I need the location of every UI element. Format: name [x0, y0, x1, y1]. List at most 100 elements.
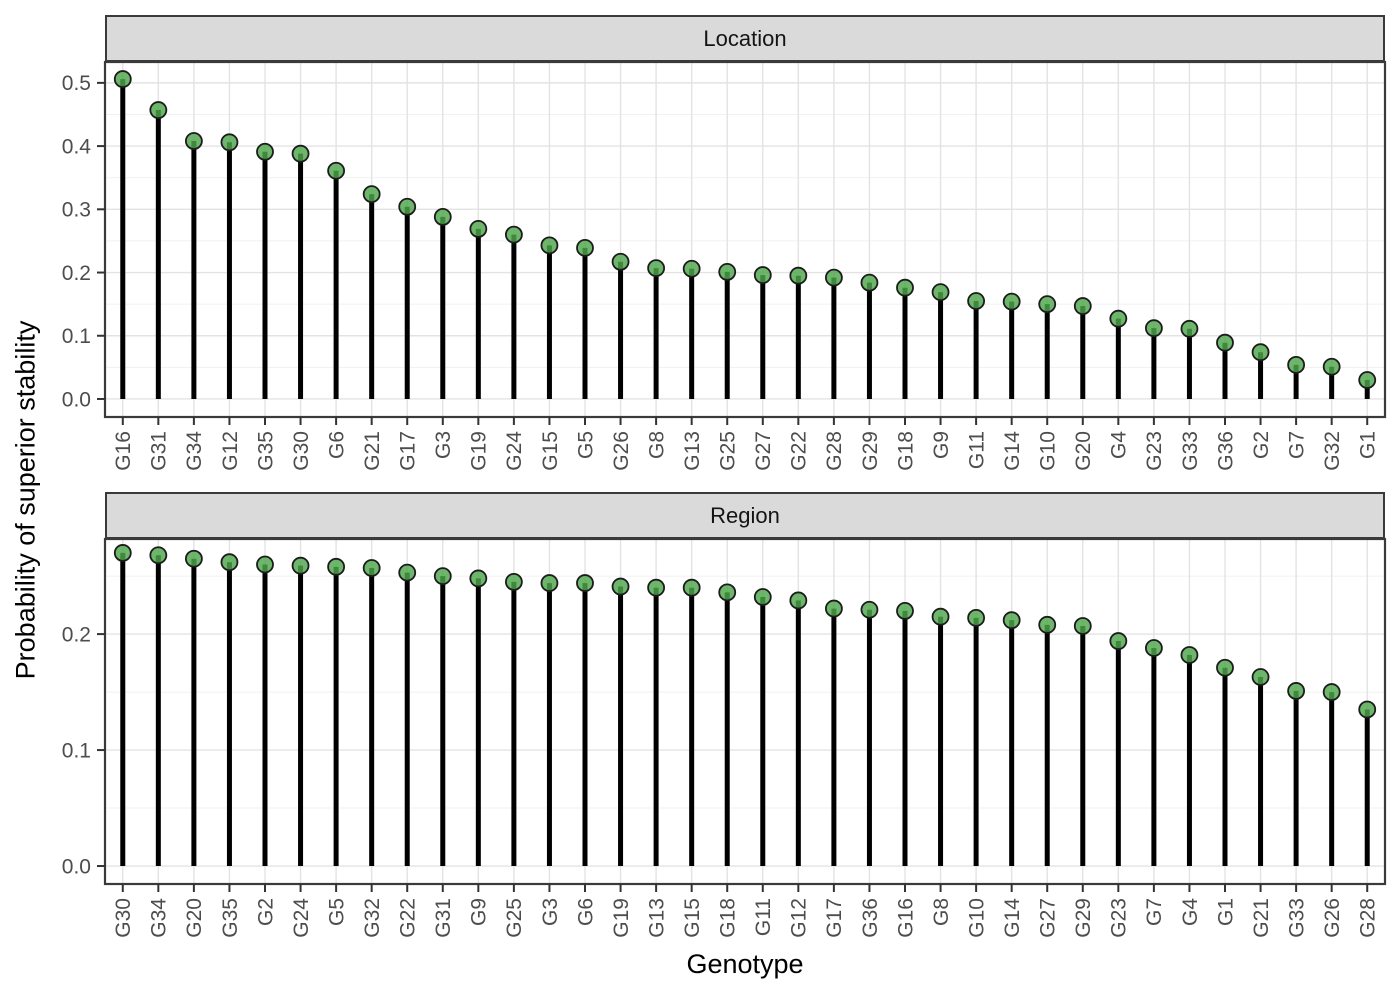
lollipop-marker	[1322, 357, 1341, 376]
lollipop-marker	[184, 132, 203, 150]
lollipop-marker	[433, 207, 452, 226]
x-tick-label: G36	[1214, 431, 1237, 471]
x-tick-label: G19	[610, 898, 633, 938]
x-tick-label: G24	[503, 431, 526, 471]
x-tick-label: G7	[1143, 898, 1166, 926]
lollipop-marker	[611, 577, 630, 596]
x-tick-label: G34	[183, 431, 206, 471]
x-tick-label: G13	[645, 898, 668, 938]
x-tick-label: G32	[1321, 431, 1344, 471]
x-tick-label: G9	[468, 898, 491, 926]
x-tick-label: G4	[1108, 431, 1131, 459]
panel-location: 0.0 0.1 0.2 0.3 0.4 0.5 G16 G31 G34 G12 G35 G30 G6 G2…	[62, 60, 1387, 471]
x-tick-label: G11	[965, 431, 988, 469]
x-tick-label: G22	[397, 898, 420, 938]
lollipop-marker	[824, 268, 843, 287]
lollipop-marker	[1180, 646, 1199, 664]
lollipop-marker	[504, 225, 523, 244]
lollipop-marker	[184, 549, 203, 568]
x-tick-label: G8	[645, 431, 668, 459]
panel-background	[105, 539, 1385, 884]
lollipop-marker	[1002, 292, 1021, 311]
x-tick-label: G1	[1357, 431, 1380, 459]
x-tick-label: G5	[574, 431, 597, 459]
lollipop-marker	[1287, 682, 1306, 700]
x-tick-label: G23	[1143, 431, 1166, 471]
lollipop-marker	[1002, 611, 1021, 630]
x-tick-label: G26	[610, 431, 633, 471]
x-tick-label: G17	[823, 898, 846, 938]
lollipop-marker	[860, 273, 879, 292]
x-tick-label: G5	[325, 898, 348, 926]
lollipop-marker	[718, 263, 737, 281]
x-tick-label: G3	[432, 431, 455, 459]
x-tick-label: G12	[219, 431, 242, 471]
x-tick-label: G23	[1108, 898, 1131, 938]
x-tick-label: G6	[574, 898, 597, 926]
lollipop-marker	[469, 220, 488, 238]
x-tick-label: G27	[1037, 898, 1060, 938]
x-tick-label: G30	[290, 431, 313, 471]
lollipop-marker	[576, 238, 594, 257]
x-tick-label: G28	[823, 431, 846, 471]
x-tick-label: G18	[717, 898, 740, 938]
facet-strip-label: Location	[703, 25, 787, 51]
x-tick-label: G2	[1250, 431, 1273, 459]
panel-background	[105, 62, 1385, 417]
x-tick-label: G10	[965, 898, 988, 938]
lollipop-marker	[789, 266, 808, 285]
x-tick-label: G21	[1250, 898, 1273, 938]
x-tick-label: G28	[1357, 898, 1380, 938]
lollipop-marker	[753, 588, 772, 606]
lollipop-marker	[931, 607, 950, 626]
x-tick-label: G4	[1179, 898, 1202, 926]
lollipop-marker	[576, 574, 594, 592]
lollipop-marker	[611, 252, 630, 271]
x-tick-label: G29	[859, 431, 882, 471]
x-tick-label: G22	[788, 431, 811, 471]
lollipop-marker	[362, 185, 381, 204]
lollipop-marker	[113, 544, 132, 562]
lollipop-marker	[1358, 371, 1377, 389]
lollipop-marker	[824, 599, 843, 618]
y-tick-label: 0.4	[62, 135, 92, 158]
x-axis-title: Genotype	[686, 949, 804, 979]
lollipop-marker	[896, 278, 914, 297]
lollipop-marker	[1038, 615, 1057, 634]
x-tick-label: G34	[148, 898, 171, 938]
lollipop-marker	[1144, 319, 1163, 338]
lollipop-marker	[1109, 632, 1128, 650]
lollipop-marker	[753, 266, 772, 284]
lollipop-marker	[291, 556, 310, 575]
x-tick-label: G36	[859, 898, 882, 938]
lollipop-marker	[682, 259, 701, 278]
y-tick-label: 0.5	[62, 72, 91, 95]
lollipop-marker	[327, 161, 346, 180]
x-tick-label: G15	[539, 431, 562, 471]
lollipop-marker	[1358, 700, 1377, 719]
x-tick-label: G21	[361, 431, 384, 471]
lollipop-marker	[789, 591, 808, 610]
x-tick-label: G31	[148, 431, 171, 471]
lollipop-marker	[931, 283, 950, 302]
lollipop-marker	[1038, 295, 1057, 314]
lollipop-marker	[149, 546, 168, 565]
lollipop-marker	[1073, 297, 1092, 315]
lollipop-marker	[682, 578, 701, 597]
lollipop-marker	[220, 553, 239, 572]
lollipop-marker	[149, 101, 168, 119]
y-tick-label: 0.3	[62, 199, 91, 222]
lollipop-marker	[433, 567, 452, 586]
facet-strip-region: Region	[105, 492, 1385, 539]
x-tick-label: G25	[717, 431, 740, 471]
lollipop-marker	[327, 557, 346, 576]
y-tick-label: 0.2	[62, 262, 91, 285]
x-tick-label: G12	[788, 898, 811, 938]
x-tick-label: G27	[752, 431, 775, 471]
x-tick-label: G14	[1001, 431, 1024, 471]
lollipop-marker	[860, 600, 879, 619]
x-tick-label: G16	[112, 431, 135, 471]
x-tick-label: G13	[681, 431, 704, 471]
x-tick-label: G26	[1321, 898, 1344, 938]
lollipop-marker	[647, 259, 666, 278]
